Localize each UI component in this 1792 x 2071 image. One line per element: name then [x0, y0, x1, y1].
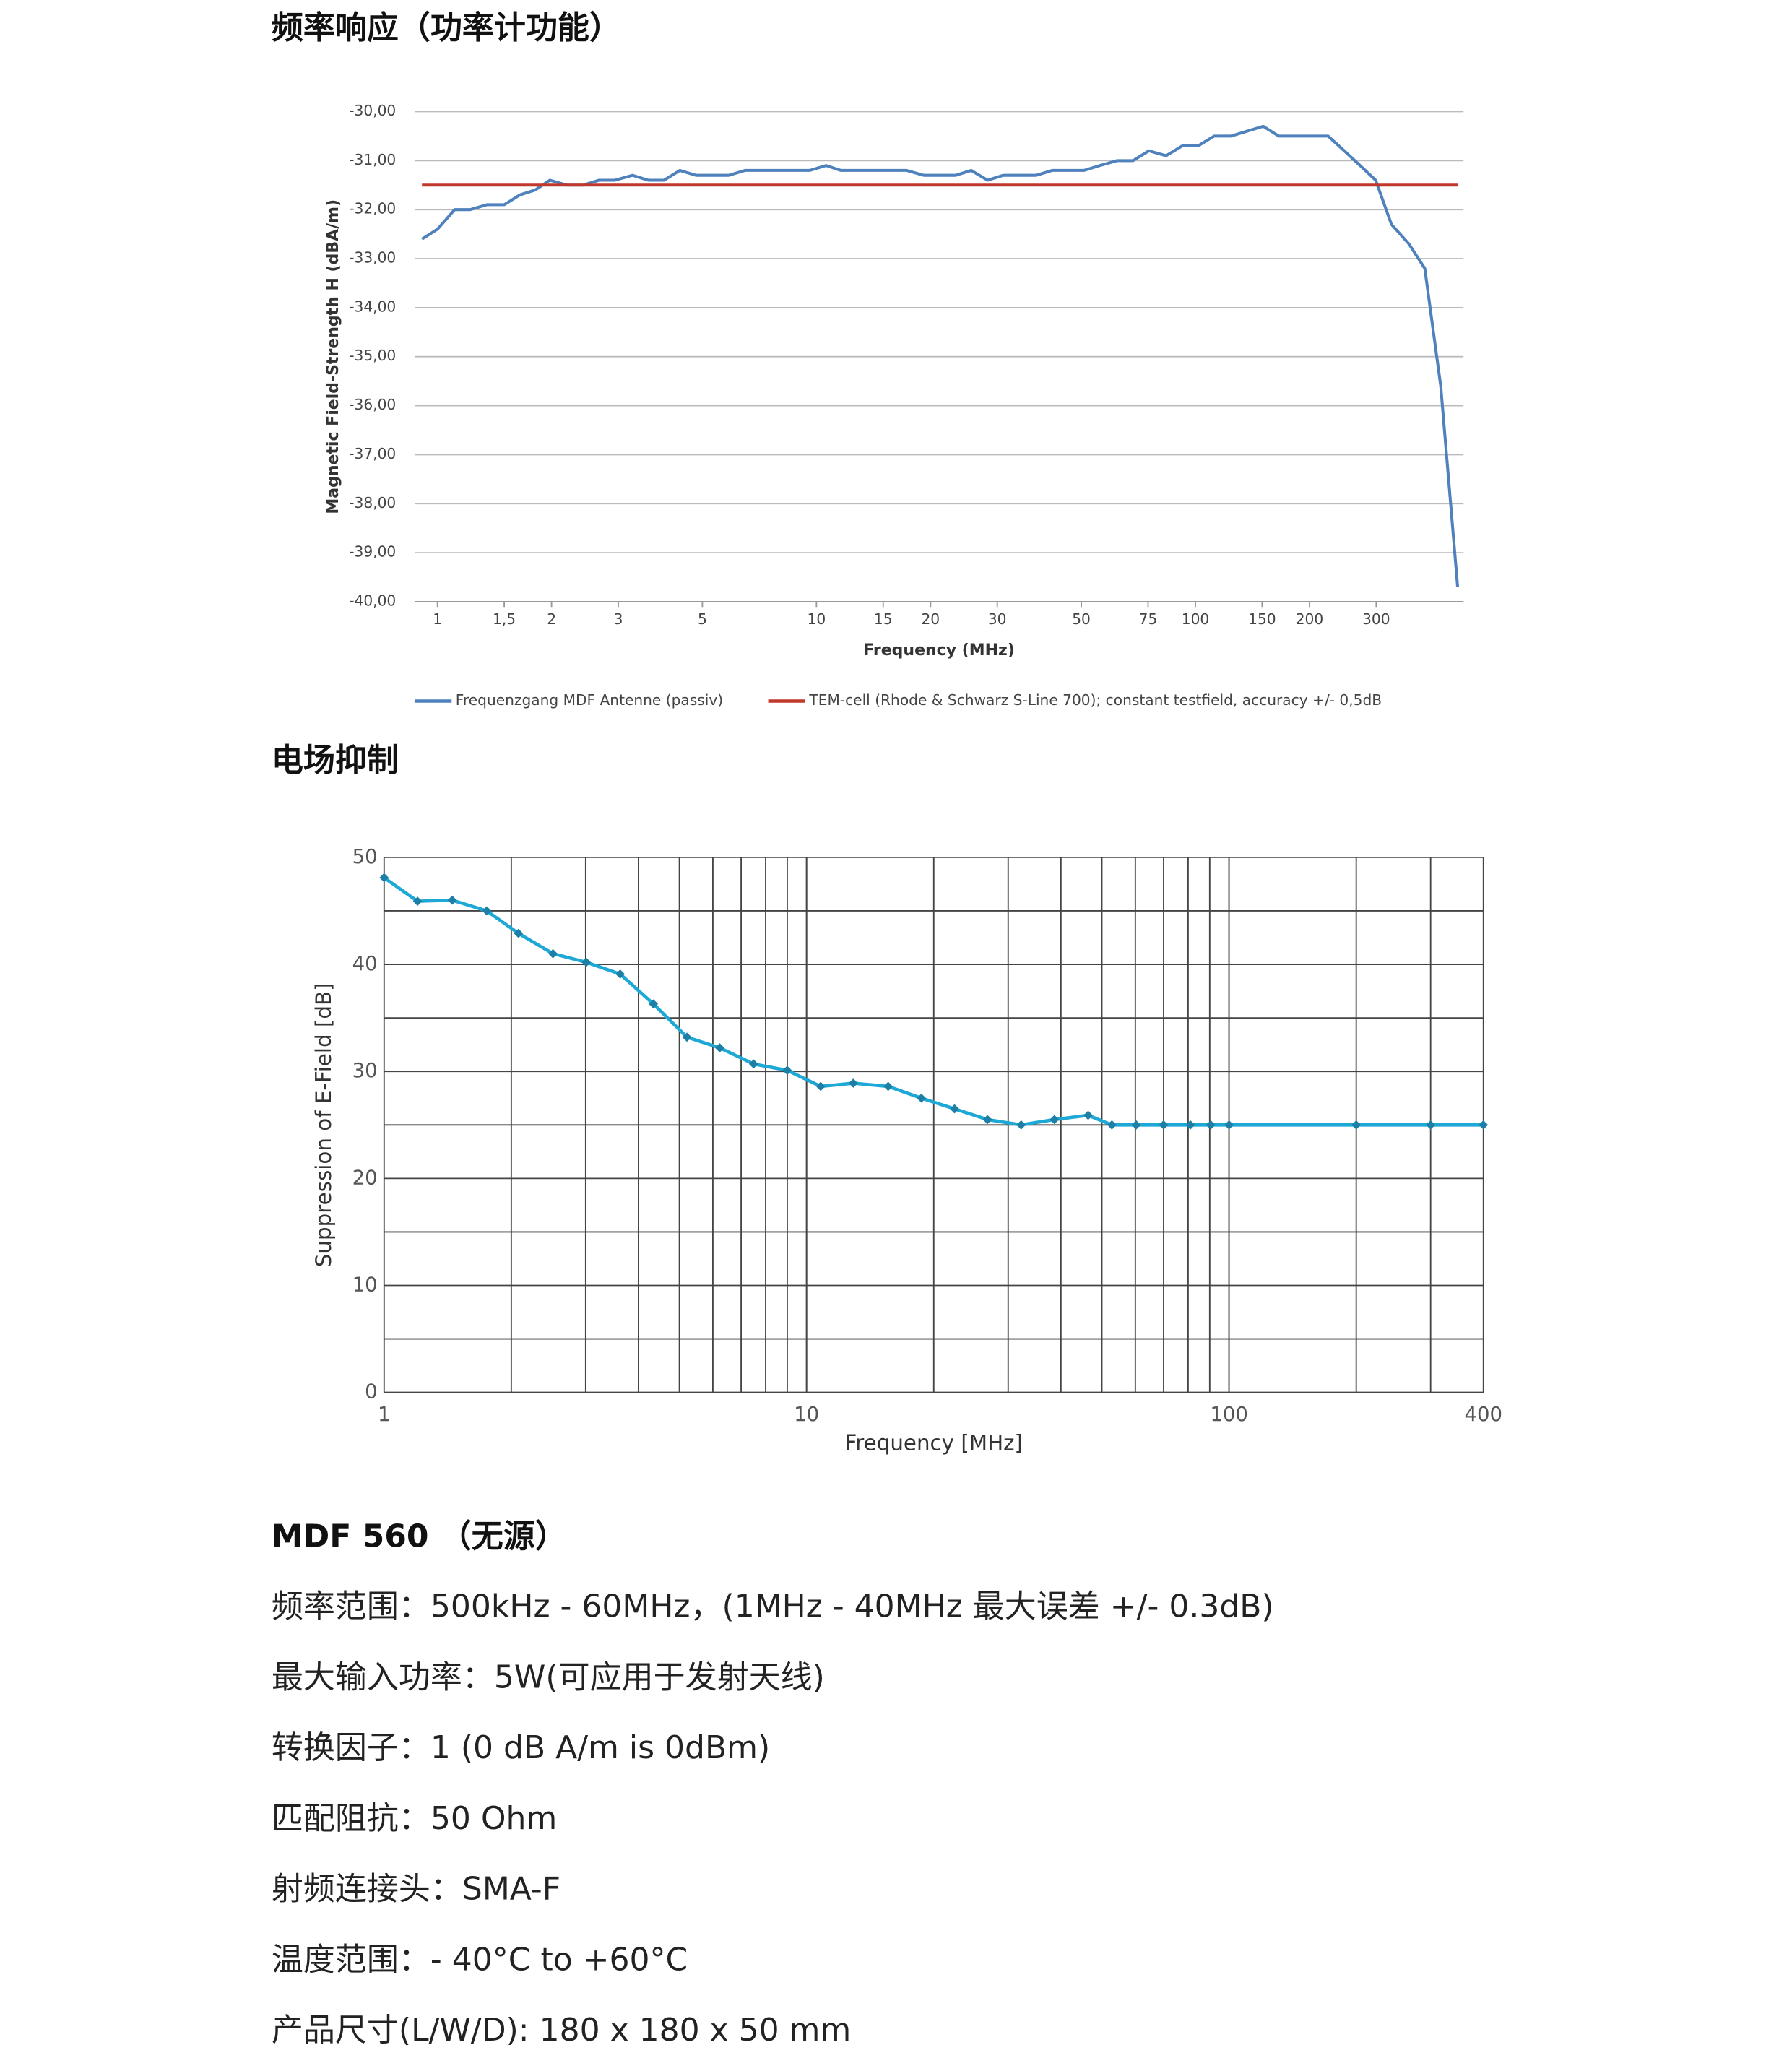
x-tick-label: 400	[1464, 1403, 1502, 1426]
x-axis-title: Frequency [MHz]	[845, 1431, 1023, 1456]
y-tick-label: 40	[352, 952, 378, 975]
y-tick-label: 30	[352, 1059, 378, 1082]
data-point	[1131, 1120, 1141, 1130]
data-point	[649, 999, 659, 1009]
x-tick-label: 75	[1139, 610, 1158, 628]
y-tick-label: -34,00	[349, 298, 396, 315]
y-tick-label: -39,00	[349, 543, 396, 561]
spec-line: 射频连接头：SMA-F	[272, 1871, 560, 1908]
x-tick-label: 1	[378, 1403, 390, 1426]
y-tick-label: 0	[365, 1380, 378, 1404]
spec-title: MDF 560 （无源）	[272, 1518, 567, 1555]
x-tick-label: 10	[794, 1403, 819, 1426]
data-point	[1206, 1120, 1216, 1130]
y-tick-label: -37,00	[349, 445, 396, 462]
data-point	[883, 1081, 893, 1091]
spec-line: 产品尺寸(L/W/D): 180 x 180 x 50 mm	[272, 2012, 851, 2049]
data-point	[1426, 1120, 1436, 1130]
x-tick-label: 2	[547, 610, 556, 628]
y-tick-label: -33,00	[349, 249, 396, 267]
series-line	[421, 124, 1460, 587]
x-tick-label: 300	[1362, 610, 1390, 628]
spec-line: 转换因子：1 (0 dB A/m is 0dBm)	[272, 1729, 770, 1766]
data-point	[917, 1093, 927, 1103]
y-tick-label: -36,00	[349, 396, 396, 413]
data-point	[1224, 1120, 1234, 1130]
data-point	[379, 873, 389, 883]
y-tick-label: 20	[352, 1166, 378, 1189]
data-point	[1185, 1120, 1195, 1130]
data-point	[412, 896, 423, 907]
data-point	[1107, 1120, 1117, 1130]
data-point	[548, 948, 558, 959]
spec-line: 频率范围：500kHz - 60MHz，(1MHz - 40MHz 最大误差 +…	[272, 1588, 1274, 1625]
chart-title: 频率响应（功率计功能）	[272, 9, 621, 46]
x-axis-title: Frequency (MHz)	[863, 641, 1015, 660]
data-point	[1049, 1115, 1060, 1125]
x-tick-label: 150	[1248, 610, 1276, 628]
data-point	[1083, 1110, 1093, 1120]
data-point	[782, 1065, 792, 1076]
data-point	[1351, 1120, 1362, 1130]
data-point	[950, 1104, 959, 1114]
data-point	[748, 1059, 758, 1069]
data-point	[581, 957, 592, 967]
spec-line: 最大输入功率：5W(可应用于发射天线)	[272, 1659, 825, 1695]
x-tick-label: 100	[1182, 610, 1209, 628]
x-tick-label: 1,5	[493, 610, 516, 628]
y-tick-label: -35,00	[349, 347, 396, 364]
x-tick-label: 10	[808, 610, 826, 628]
x-tick-label: 100	[1210, 1403, 1248, 1426]
y-tick-label: -32,00	[349, 200, 396, 217]
x-tick-label: 50	[1072, 610, 1091, 628]
data-point	[1159, 1120, 1169, 1130]
x-tick-label: 30	[988, 610, 1007, 628]
data-point	[1016, 1120, 1026, 1130]
legend-label: TEM-cell (Rhode & Schwarz S-Line 700); c…	[808, 691, 1382, 709]
data-point	[1479, 1120, 1489, 1130]
x-tick-label: 200	[1296, 610, 1323, 628]
spec-line: 匹配阻抗：50 Ohm	[272, 1800, 557, 1837]
data-point	[815, 1081, 826, 1091]
data-point	[848, 1078, 858, 1088]
y-tick-label: 50	[352, 845, 378, 868]
y-tick-label: -40,00	[349, 592, 396, 609]
data-point	[982, 1115, 992, 1125]
data-point	[715, 1043, 724, 1053]
y-axis-title: Suppression of E-Field [dB]	[311, 982, 336, 1267]
data-point	[682, 1032, 692, 1042]
y-tick-label: -30,00	[349, 102, 396, 119]
x-tick-label: 5	[698, 610, 707, 628]
data-point	[615, 969, 625, 979]
x-tick-label: 15	[874, 610, 893, 628]
x-tick-label: 1	[433, 610, 442, 628]
data-point	[482, 906, 492, 916]
x-tick-label: 20	[921, 610, 940, 628]
y-axis-title: Magnetic Field-Strength H (dBA/m)	[324, 199, 342, 514]
y-tick-label: 10	[352, 1274, 378, 1297]
data-point	[514, 928, 524, 938]
spec-line: 温度范围：- 40°C to +60°C	[272, 1941, 688, 1978]
y-tick-label: -31,00	[349, 151, 396, 168]
data-point	[447, 895, 457, 905]
y-tick-label: -38,00	[349, 494, 396, 511]
chart-title: 电场抑制	[272, 742, 399, 779]
legend-label: Frequenzgang MDF Antenne (passiv)	[456, 691, 723, 709]
x-tick-label: 3	[614, 610, 623, 628]
